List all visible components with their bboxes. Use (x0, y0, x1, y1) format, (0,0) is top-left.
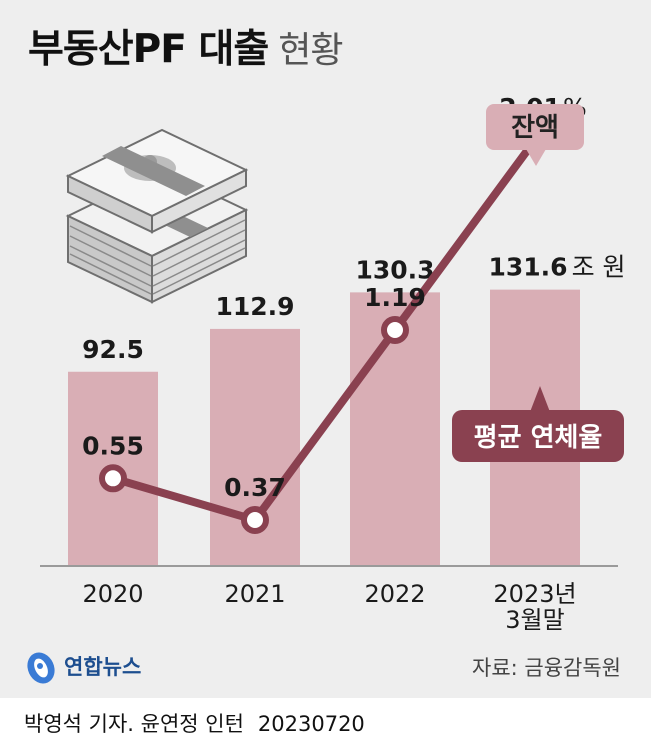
title-main: 부동산PF 대출 (28, 27, 269, 72)
page-title: 부동산PF 대출 현황 (28, 18, 343, 74)
rate-legend-badge: 평균 연체율 (452, 386, 624, 462)
bar-value-label: 131.6 조 원 (488, 253, 625, 282)
rate-point (99, 464, 127, 493)
rate-line (111, 137, 539, 524)
bar-value-label: 112.9 (215, 292, 294, 321)
yonhap-logo: 연합뉴스 (24, 646, 141, 686)
bar-unit-label: 조 원 (572, 253, 626, 282)
logo-text: 연합뉴스 (64, 655, 142, 679)
rate-point (381, 316, 409, 345)
credit-line: 박영석 기자. 윤연정 인턴 20230720 (24, 708, 365, 738)
yonhap-globe-icon (27, 652, 55, 684)
x-tick-label: 2023년 (493, 580, 576, 608)
x-tick-label: 3월말 (505, 606, 564, 634)
byline: 박영석 기자. 윤연정 인턴 (24, 712, 244, 736)
bar-value-label: 130.3 (355, 255, 434, 284)
rate-value-label: 0.55 (82, 431, 144, 460)
rate-legend-label: 평균 연체율 (474, 423, 603, 453)
x-tick-label: 2022 (364, 580, 425, 608)
rate-point (241, 506, 269, 534)
bar-value-label: 92.5 (82, 335, 144, 364)
x-axis-line (40, 565, 618, 567)
bar-value-labels: 92.5 112.9 130.3 131.6 조 원 (82, 253, 625, 364)
balance-legend-badge: 잔액 (486, 104, 584, 166)
bar-value-number: 131.6 (488, 253, 567, 282)
money-stack-icon (65, 128, 249, 304)
rate-value-label: 1.19 (364, 283, 426, 312)
balance-legend-label: 잔액 (511, 113, 559, 143)
credit-date: 20230720 (257, 712, 365, 736)
rate-value-label: 0.37 (224, 473, 286, 502)
source-note: 자료: 금융감독원 (472, 656, 621, 680)
title-sub: 현황 (278, 30, 343, 71)
x-tick-label: 2021 (224, 580, 285, 608)
x-tick-label: 2020 (82, 580, 143, 608)
